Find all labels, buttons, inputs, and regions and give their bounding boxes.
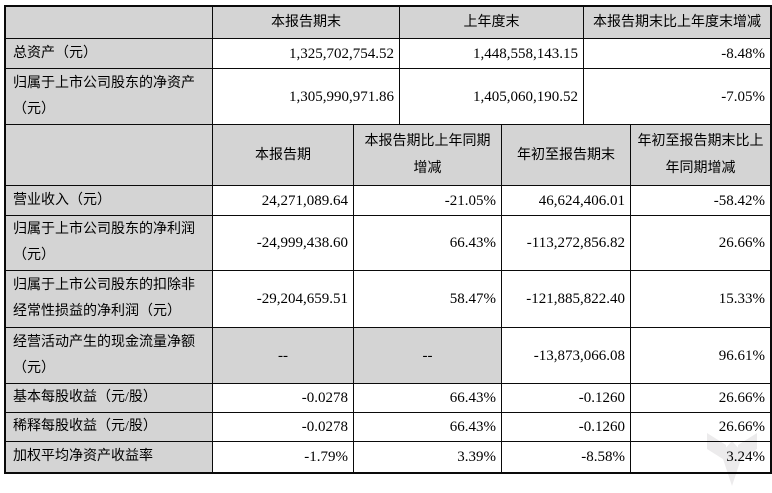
period-end-section: 本报告期末 上年度末 本报告期末比上年度末增减 总资产（元） 1,325,702… bbox=[6, 7, 770, 125]
row-label-basic-eps: 基本每股收益（元/股） bbox=[6, 384, 213, 413]
cell-revenue-ytd: 46,624,406.01 bbox=[502, 186, 631, 216]
cell-revenue-change: -21.05% bbox=[354, 186, 502, 216]
row-label-net-profit: 归属于上市公司股东的净利润（元） bbox=[6, 216, 213, 271]
cell-cash-flow-change: -- bbox=[354, 328, 502, 384]
col-header-current-period-end: 本报告期末 bbox=[213, 7, 400, 39]
corner-cell bbox=[6, 7, 213, 39]
cell-deducted-profit-ytd-change: 15.33% bbox=[631, 271, 770, 328]
corner-cell-2 bbox=[6, 125, 213, 186]
row-label-operating-cash-flow: 经营活动产生的现金流量净额（元） bbox=[6, 328, 213, 384]
cell-roe-ytd-change: 3.24% bbox=[631, 442, 770, 472]
cell-cash-flow-ytd-change: 96.61% bbox=[631, 328, 770, 384]
row-label-net-assets: 归属于上市公司股东的净资产（元） bbox=[6, 69, 213, 125]
cell-deducted-profit-change: 58.47% bbox=[354, 271, 502, 328]
col-header-change-vs-prior-year-end: 本报告期末比上年度末增减 bbox=[584, 7, 770, 39]
cell-cash-flow-current: -- bbox=[213, 328, 354, 384]
cell-total-assets-change: -8.48% bbox=[584, 39, 770, 69]
cell-revenue-ytd-change: -58.42% bbox=[631, 186, 770, 216]
col-header-year-to-date: 年初至报告期末 bbox=[502, 125, 631, 186]
row-label-operating-revenue: 营业收入（元） bbox=[6, 186, 213, 216]
cell-net-profit-change: 66.43% bbox=[354, 216, 502, 271]
cell-deducted-profit-ytd: -121,885,822.40 bbox=[502, 271, 631, 328]
financial-summary-table: 本报告期末 上年度末 本报告期末比上年度末增减 总资产（元） 1,325,702… bbox=[4, 5, 772, 474]
cell-revenue-current: 24,271,089.64 bbox=[213, 186, 354, 216]
cell-roe-current: -1.79% bbox=[213, 442, 354, 472]
cell-net-profit-ytd-change: 26.66% bbox=[631, 216, 770, 271]
cell-diluted-eps-ytd: -0.1260 bbox=[502, 413, 631, 442]
cell-basic-eps-ytd-change: 26.66% bbox=[631, 384, 770, 413]
reporting-period-section: 本报告期 本报告期比上年同期增减 年初至报告期末 年初至报告期末比上年同期增减 … bbox=[6, 125, 770, 472]
col-header-current-period: 本报告期 bbox=[213, 125, 354, 186]
row-label-total-assets: 总资产（元） bbox=[6, 39, 213, 69]
col-header-change-vs-same-period: 本报告期比上年同期增减 bbox=[354, 125, 502, 186]
cell-diluted-eps-current: -0.0278 bbox=[213, 413, 354, 442]
cell-roe-change: 3.39% bbox=[354, 442, 502, 472]
cell-basic-eps-change: 66.43% bbox=[354, 384, 502, 413]
cell-deducted-profit-current: -29,204,659.51 bbox=[213, 271, 354, 328]
row-label-weighted-roe: 加权平均净资产收益率 bbox=[6, 442, 213, 472]
cell-net-assets-prior: 1,405,060,190.52 bbox=[400, 69, 584, 125]
cell-net-assets-current: 1,305,990,971.86 bbox=[213, 69, 400, 125]
cell-net-assets-change: -7.05% bbox=[584, 69, 770, 125]
cell-basic-eps-ytd: -0.1260 bbox=[502, 384, 631, 413]
cell-diluted-eps-change: 66.43% bbox=[354, 413, 502, 442]
cell-total-assets-prior: 1,448,558,143.15 bbox=[400, 39, 584, 69]
cell-total-assets-current: 1,325,702,754.52 bbox=[213, 39, 400, 69]
cell-net-profit-current: -24,999,438.60 bbox=[213, 216, 354, 271]
row-label-net-profit-deducted: 归属于上市公司股东的扣除非经常性损益的净利润（元） bbox=[6, 271, 213, 328]
col-header-ytd-change-vs-same-period: 年初至报告期末比上年同期增减 bbox=[631, 125, 770, 186]
cell-roe-ytd: -8.58% bbox=[502, 442, 631, 472]
col-header-prior-year-end: 上年度末 bbox=[400, 7, 584, 39]
row-label-diluted-eps: 稀释每股收益（元/股） bbox=[6, 413, 213, 442]
cell-net-profit-ytd: -113,272,856.82 bbox=[502, 216, 631, 271]
cell-cash-flow-ytd: -13,873,066.08 bbox=[502, 328, 631, 384]
cell-basic-eps-current: -0.0278 bbox=[213, 384, 354, 413]
cell-diluted-eps-ytd-change: 26.66% bbox=[631, 413, 770, 442]
